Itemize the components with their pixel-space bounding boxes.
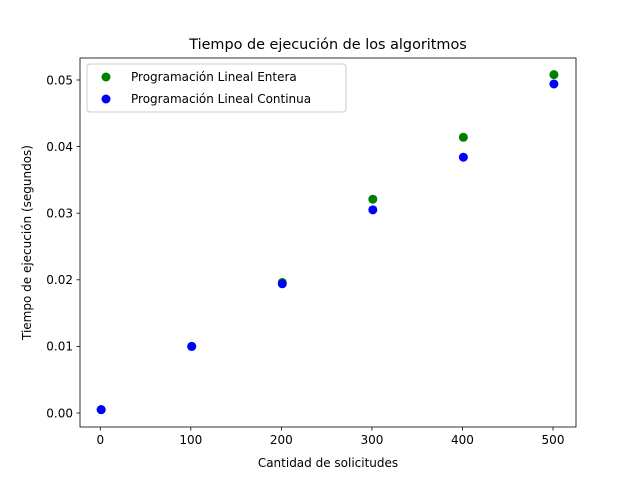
y-axis-label: Tiempo de ejecución (segundos) — [20, 145, 34, 341]
y-tick-label: 0.05 — [46, 73, 73, 87]
plot-area-frame — [79, 57, 577, 428]
data-point-series-1 — [368, 194, 378, 204]
data-point-series-2 — [458, 152, 468, 162]
data-point-series-1 — [549, 70, 559, 80]
x-tick-label: 200 — [270, 433, 293, 447]
data-point-series-1 — [458, 132, 468, 142]
x-tick-label: 0 — [96, 433, 104, 447]
legend: Programación Lineal Entera Programación … — [86, 63, 347, 113]
y-tick-label: 0.03 — [46, 206, 73, 220]
x-tick-label: 100 — [179, 433, 202, 447]
data-point-series-2 — [96, 405, 106, 415]
y-tick-label: 0.00 — [46, 406, 73, 420]
y-tick-label: 0.04 — [46, 140, 73, 154]
data-point-series-2 — [277, 279, 287, 289]
x-tick-label: 300 — [360, 433, 383, 447]
chart-title: Tiempo de ejecución de los algoritmos — [188, 37, 467, 53]
data-point-series-2 — [187, 341, 197, 351]
data-point-series-2 — [368, 205, 378, 215]
legend-marker-entera — [101, 72, 111, 82]
x-tick-label: 500 — [542, 433, 565, 447]
y-tick-label: 0.01 — [46, 340, 73, 354]
axis-ticks: 0 100 200 300 400 500 0.00 0.01 0.02 0.03 0.04 0.05 — [46, 73, 564, 447]
legend-marker-continua — [101, 94, 111, 104]
x-tick-label: 400 — [451, 433, 474, 447]
y-tick-label: 0.02 — [46, 273, 73, 287]
legend-box — [86, 63, 347, 113]
data-point-series-2 — [549, 79, 559, 89]
data-points — [96, 70, 559, 415]
legend-label-continua: Programación Lineal Continua — [131, 92, 311, 106]
x-axis-label: Cantidad de solicitudes — [258, 456, 398, 470]
legend-label-entera: Programación Lineal Entera — [131, 70, 297, 84]
